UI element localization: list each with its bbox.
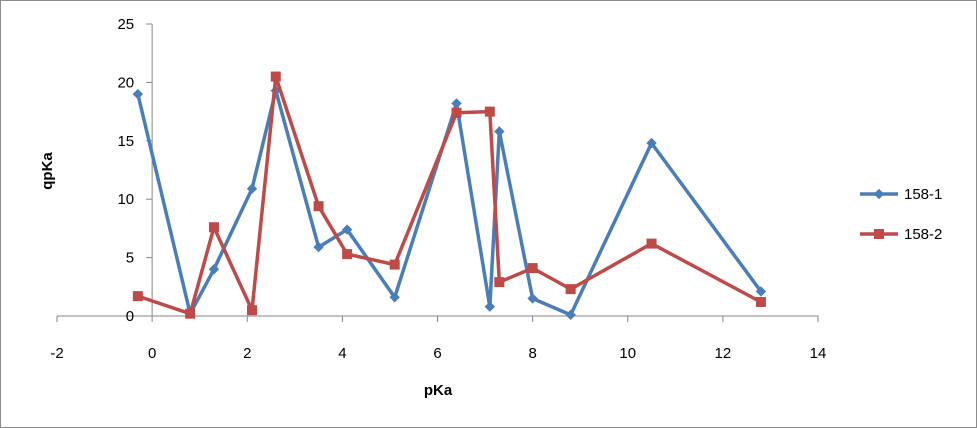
data-point xyxy=(527,263,538,274)
x-tick-label: 12 xyxy=(715,345,732,362)
data-point xyxy=(313,201,324,212)
data-point xyxy=(208,264,220,275)
data-point xyxy=(565,309,576,321)
data-point xyxy=(313,241,324,253)
data-point xyxy=(341,224,353,235)
x-tick-label: 6 xyxy=(433,345,441,362)
series-layer xyxy=(132,71,767,321)
data-point xyxy=(484,106,495,117)
legend-label: 158-2 xyxy=(904,226,942,243)
y-tick-label: 25 xyxy=(117,16,134,33)
data-point xyxy=(755,286,767,297)
y-tick-label: 20 xyxy=(117,74,134,91)
data-point xyxy=(494,277,505,288)
x-tick-label: -2 xyxy=(50,345,63,362)
data-point xyxy=(565,284,576,295)
data-point xyxy=(185,308,196,319)
x-tick-label: 4 xyxy=(338,345,346,362)
series-158-1 xyxy=(132,85,767,321)
data-point xyxy=(873,188,885,200)
data-point xyxy=(342,249,353,260)
data-point xyxy=(132,291,143,302)
x-tick-label: 2 xyxy=(243,345,251,362)
legend-item: 158-2 xyxy=(860,226,942,243)
data-point xyxy=(494,126,505,137)
y-tick-label: 0 xyxy=(126,308,134,325)
y-tick-label: 5 xyxy=(126,250,134,267)
data-point xyxy=(208,222,219,233)
y-tick-label: 15 xyxy=(117,133,134,150)
axes: -2 0 2 4 6 8 10 12 14 0 5 10 15 20 25 xyxy=(50,16,826,362)
legend-label: 158-1 xyxy=(904,186,942,203)
series-line xyxy=(136,88,763,317)
legend: 158-1 158-2 xyxy=(860,186,942,243)
data-point xyxy=(389,259,400,270)
y-axis-title: qpKa xyxy=(39,152,56,190)
x-tick-label: 8 xyxy=(528,345,536,362)
x-tick-label: 0 xyxy=(148,345,156,362)
data-point xyxy=(451,98,462,109)
data-point xyxy=(646,137,657,149)
data-point xyxy=(755,296,766,307)
data-point xyxy=(132,88,144,100)
x-axis-title: pKa xyxy=(424,382,453,399)
x-tick-label: 14 xyxy=(810,345,827,362)
data-point xyxy=(484,301,496,312)
y-tick-label: 10 xyxy=(117,191,134,208)
data-point xyxy=(527,293,538,304)
x-tick-label: 10 xyxy=(619,345,636,362)
data-point xyxy=(270,71,281,82)
legend-item: 158-1 xyxy=(860,186,942,203)
data-point xyxy=(874,229,884,239)
data-point xyxy=(646,238,657,249)
series-158-2 xyxy=(132,71,766,319)
series-line xyxy=(136,74,763,316)
data-point xyxy=(247,305,258,316)
data-point xyxy=(451,107,462,118)
data-point xyxy=(246,183,258,194)
data-point xyxy=(389,292,400,303)
